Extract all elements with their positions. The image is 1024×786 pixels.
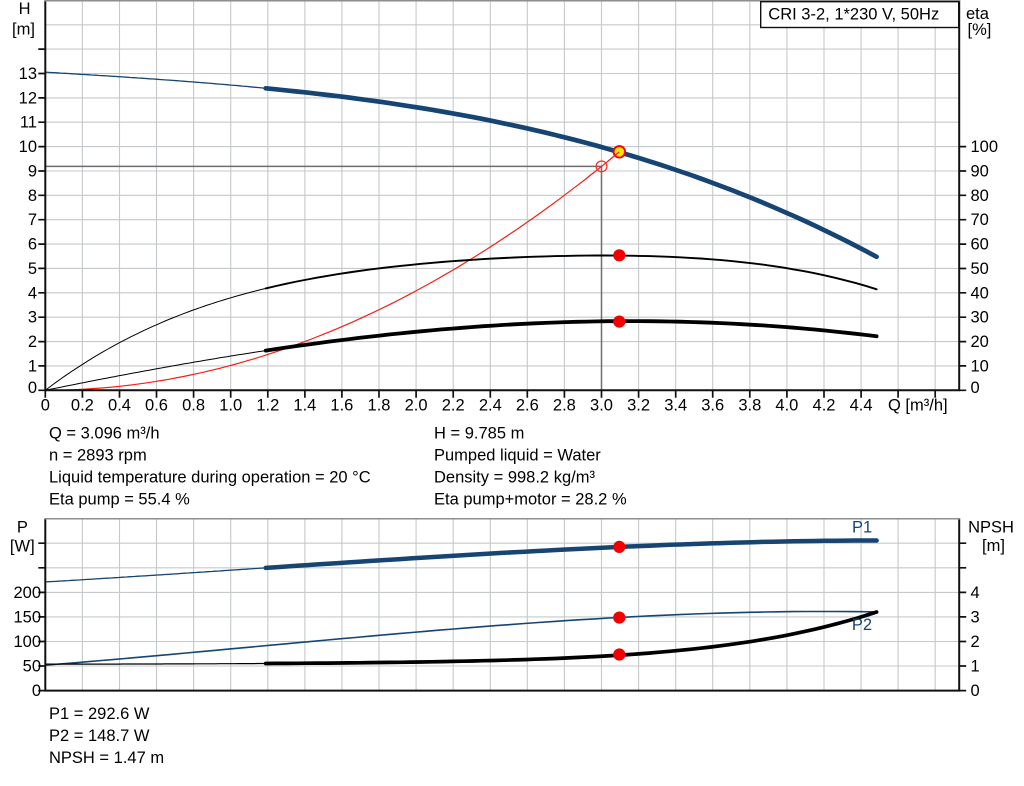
svg-text:80: 80 [971, 187, 989, 205]
svg-text:2.0: 2.0 [405, 397, 428, 415]
svg-text:8: 8 [28, 187, 37, 205]
svg-text:60: 60 [971, 236, 989, 254]
svg-text:4: 4 [971, 584, 980, 602]
svg-text:3.8: 3.8 [738, 397, 761, 415]
svg-text:3.6: 3.6 [701, 397, 724, 415]
svg-text:4.2: 4.2 [813, 397, 836, 415]
svg-text:3.2: 3.2 [627, 397, 650, 415]
svg-text:P: P [17, 519, 28, 537]
svg-text:2.8: 2.8 [553, 397, 576, 415]
svg-text:0.4: 0.4 [108, 397, 131, 415]
svg-text:2: 2 [28, 333, 37, 351]
svg-text:1.4: 1.4 [293, 397, 316, 415]
svg-text:9: 9 [28, 163, 37, 181]
svg-text:50: 50 [971, 260, 989, 278]
svg-text:40: 40 [971, 284, 989, 302]
svg-text:4.0: 4.0 [775, 397, 798, 415]
svg-text:3: 3 [28, 309, 37, 327]
svg-text:Eta pump = 55.4 %: Eta pump = 55.4 % [49, 491, 190, 509]
svg-text:4: 4 [28, 284, 37, 302]
svg-text:7: 7 [28, 211, 37, 229]
svg-text:90: 90 [971, 163, 989, 181]
svg-text:1: 1 [971, 658, 980, 676]
svg-text:Eta pump+motor = 28.2 %: Eta pump+motor = 28.2 % [434, 491, 627, 509]
svg-text:0.2: 0.2 [71, 397, 94, 415]
svg-text:12: 12 [19, 89, 37, 107]
svg-text:6: 6 [28, 236, 37, 254]
svg-text:NPSH: NPSH [968, 519, 1014, 537]
svg-text:[m]: [m] [12, 20, 35, 38]
svg-text:0.8: 0.8 [182, 397, 205, 415]
svg-text:Q [m³/h]: Q [m³/h] [888, 397, 948, 415]
svg-text:5: 5 [28, 260, 37, 278]
svg-text:4.4: 4.4 [850, 397, 873, 415]
svg-text:1.6: 1.6 [330, 397, 353, 415]
svg-text:[m]: [m] [982, 537, 1005, 555]
svg-text:3.0: 3.0 [590, 397, 613, 415]
svg-text:20: 20 [971, 333, 989, 351]
svg-text:P2 = 148.7 W: P2 = 148.7 W [49, 727, 150, 745]
svg-text:Pumped liquid = Water: Pumped liquid = Water [434, 447, 601, 465]
svg-text:0: 0 [32, 682, 41, 700]
svg-text:100: 100 [971, 138, 999, 156]
svg-text:2.2: 2.2 [442, 397, 465, 415]
svg-text:50: 50 [23, 658, 41, 676]
svg-text:Density = 998.2 kg/m³: Density = 998.2 kg/m³ [434, 469, 595, 487]
svg-text:3.4: 3.4 [664, 397, 687, 415]
svg-text:2: 2 [971, 633, 980, 651]
svg-text:H: H [19, 0, 31, 18]
svg-text:200: 200 [13, 584, 41, 602]
svg-text:P2: P2 [852, 616, 872, 634]
svg-text:10: 10 [19, 138, 37, 156]
svg-text:P1: P1 [852, 519, 872, 537]
svg-text:Q = 3.096 m³/h: Q = 3.096 m³/h [49, 425, 160, 443]
svg-text:30: 30 [971, 309, 989, 327]
svg-text:1: 1 [28, 357, 37, 375]
svg-text:1.8: 1.8 [368, 397, 391, 415]
svg-text:P1 = 292.6 W: P1 = 292.6 W [49, 705, 150, 723]
svg-text:0: 0 [971, 379, 980, 397]
svg-text:CRI 3-2, 1*230 V, 50Hz: CRI 3-2, 1*230 V, 50Hz [768, 6, 939, 24]
svg-text:2.4: 2.4 [479, 397, 502, 415]
svg-text:0: 0 [971, 682, 980, 700]
svg-text:H = 9.785 m: H = 9.785 m [434, 425, 524, 443]
svg-text:1.0: 1.0 [219, 397, 242, 415]
svg-text:0.6: 0.6 [145, 397, 168, 415]
svg-text:100: 100 [13, 633, 41, 651]
svg-text:150: 150 [13, 608, 41, 626]
svg-text:1.2: 1.2 [256, 397, 279, 415]
svg-text:[%]: [%] [968, 21, 992, 39]
svg-text:11: 11 [20, 114, 37, 132]
svg-text:eta: eta [966, 5, 990, 23]
svg-text:NPSH = 1.47 m: NPSH = 1.47 m [49, 749, 164, 767]
svg-text:3: 3 [971, 608, 980, 626]
svg-text:0: 0 [41, 397, 50, 415]
svg-text:70: 70 [971, 211, 989, 229]
svg-text:n = 2893 rpm: n = 2893 rpm [49, 447, 147, 465]
svg-text:2.6: 2.6 [516, 397, 539, 415]
svg-text:10: 10 [971, 357, 989, 375]
svg-text:Liquid temperature during oper: Liquid temperature during operation = 20… [49, 469, 371, 487]
svg-text:0: 0 [28, 379, 37, 397]
svg-text:[W]: [W] [10, 538, 35, 556]
svg-text:13: 13 [19, 65, 37, 83]
